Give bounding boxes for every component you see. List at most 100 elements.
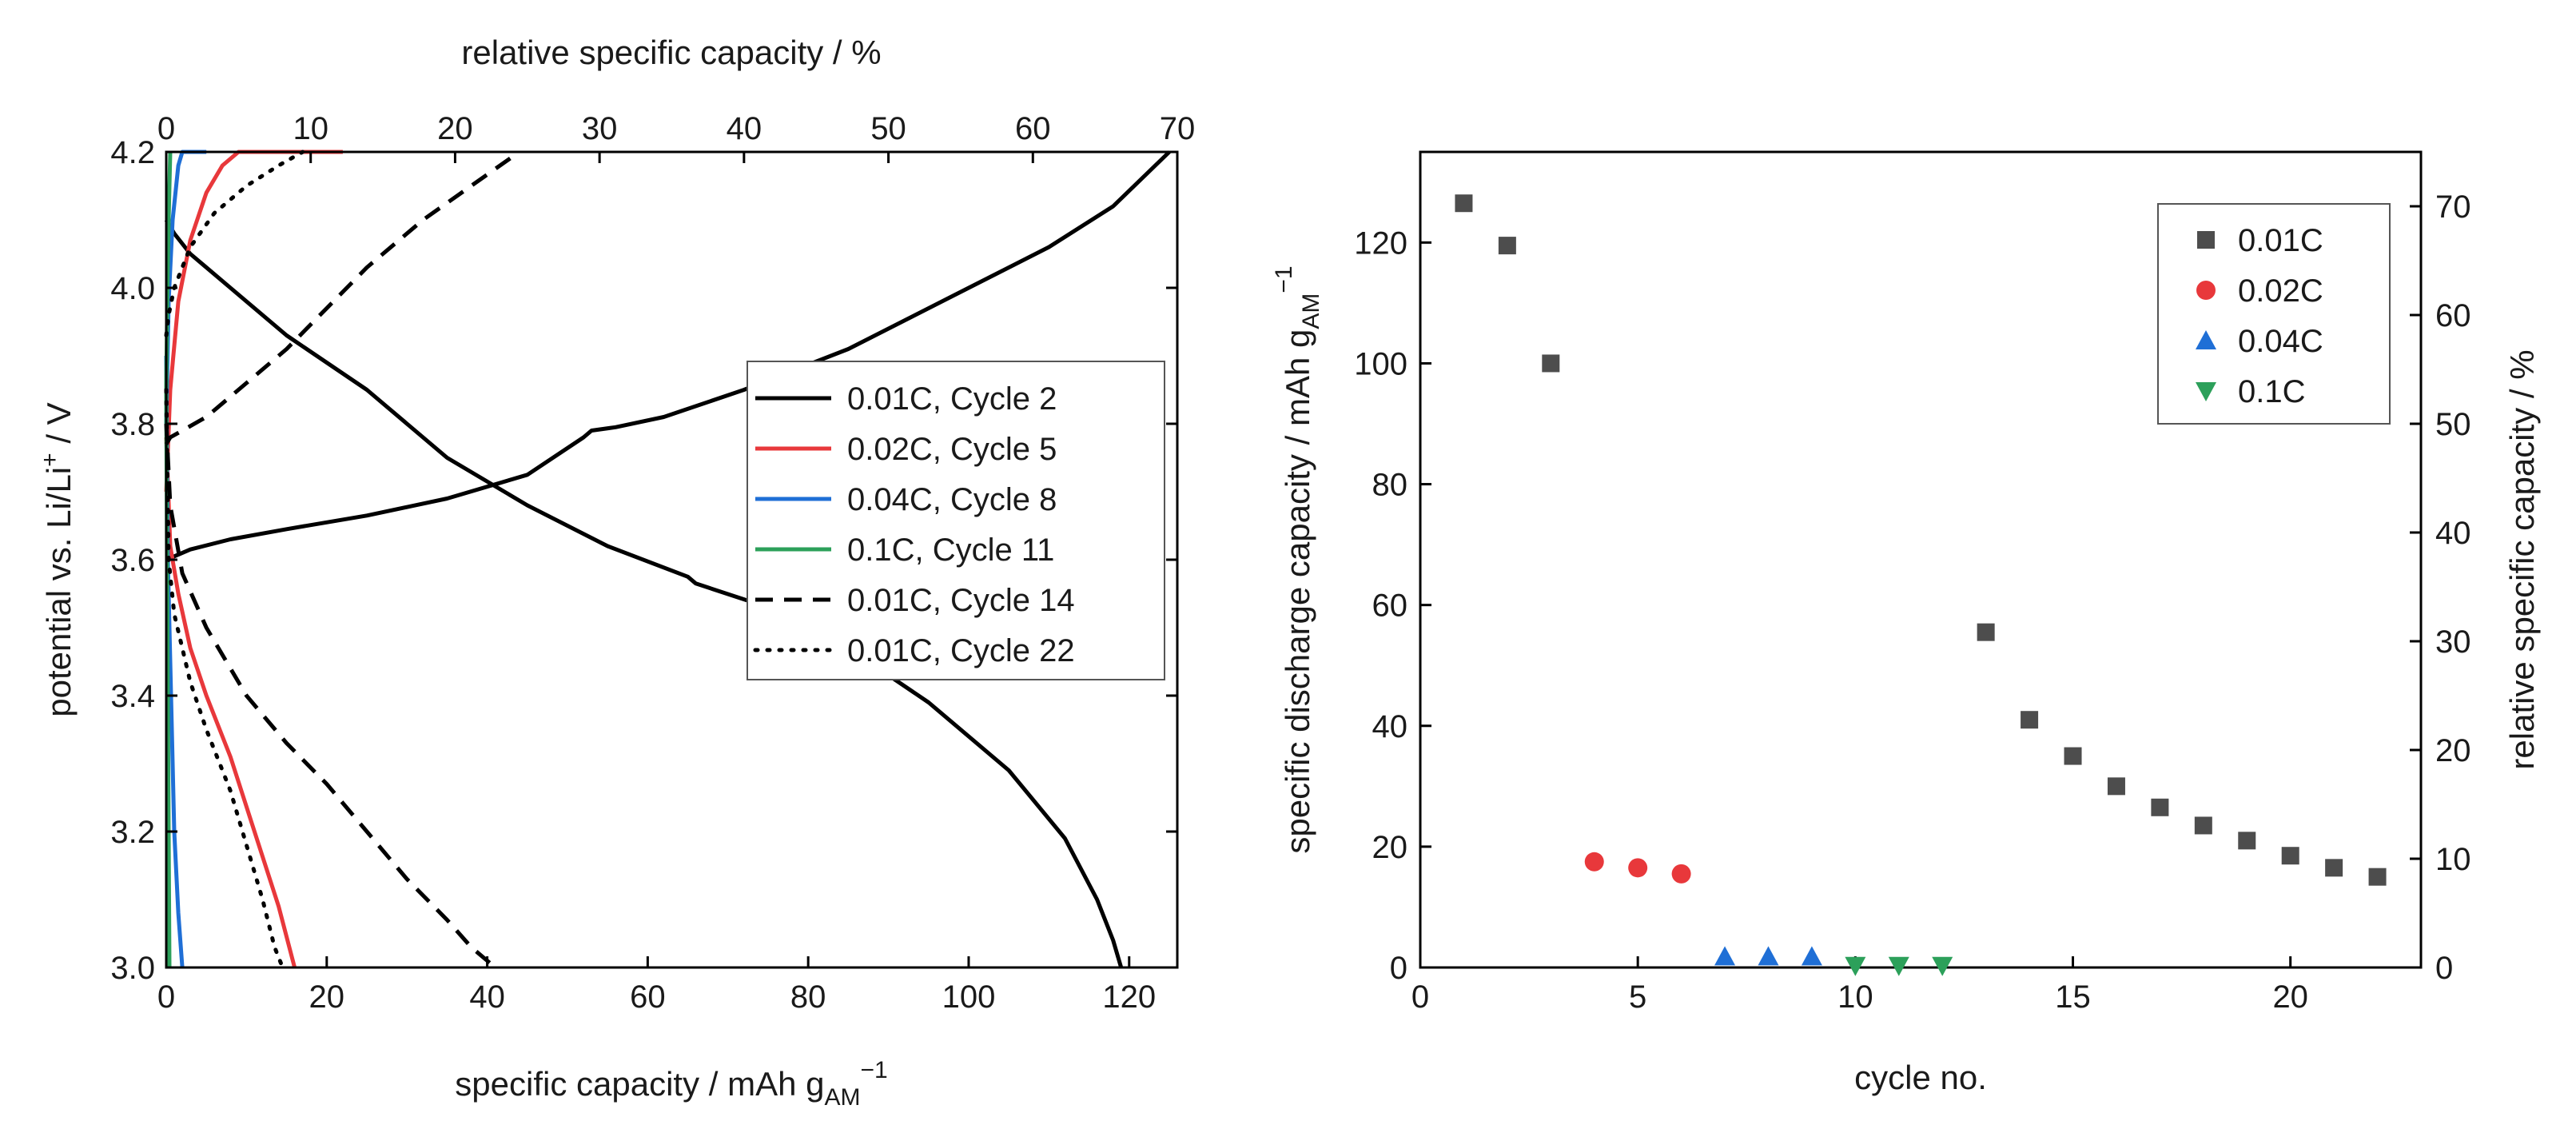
right-x-axis-title: cycle no. [1854,1059,1987,1096]
top-tick-label: 30 [582,111,618,146]
right-y-axis-title: specific discharge capacity / mAh gAM−1 [1271,265,1324,853]
series-0-charge-curve [165,150,1171,562]
data-point-0.01C [2238,832,2256,850]
series-4-charge-curve [164,150,521,445]
data-point-0.04C [1714,946,1736,966]
y2-tick-label: 20 [2435,733,2471,768]
right-x-axis-ticks: 0 5 10 15 20 [1411,956,2308,1015]
x-tick-label: 0 [157,979,175,1015]
left-top-axis-ticks: 0 10 20 30 40 50 60 70 [157,111,1195,163]
x-tick-label: 10 [1837,979,1873,1015]
top-tick-label: 0 [157,111,175,146]
data-point-0.1C [1932,956,1953,976]
left-x-axis-title: specific capacity / mAh gAM−1 [455,1057,887,1111]
right-legend: 0.01C 0.02C 0.04C 0.1C [2157,203,2391,425]
voltage-curves [164,150,1171,970]
legend-entry-label: 0.01C, Cycle 14 [847,583,1075,618]
legend-entry-label: 0.04C [2238,324,2323,359]
legend-entry-label: 0.01C [2238,223,2323,258]
voltage-profile-chart: 0 20 40 60 80 100 120 3.0 3.2 3.4 3.6 3.8 4.0 4.2 0 1… [37,34,1195,1111]
top-tick-label: 40 [727,111,762,146]
y-tick-label: 120 [1354,225,1407,261]
x-tick-label: 120 [1102,979,1156,1015]
legend-entry-label: 0.1C [2238,374,2306,409]
y2-tick-label: 0 [2435,951,2453,986]
right-y-axis-ticks: 0 20 40 60 80 100 120 [1354,225,1431,986]
series-1-discharge-curve [164,437,297,968]
y2-tick-label: 40 [2435,516,2471,551]
y-tick-label: 60 [1372,588,1408,624]
series-5-charge-curve [164,150,305,337]
left-y-axis-ticks: 3.0 3.2 3.4 3.6 3.8 4.0 4.2 [110,135,1177,986]
y-tick-label: 3.0 [110,951,155,986]
legend-marker [2197,231,2215,249]
data-point-0.1C [1888,956,1909,976]
x-tick-label: 40 [469,979,505,1015]
top-tick-label: 60 [1015,111,1051,146]
y2-tick-label: 10 [2435,842,2471,877]
data-point-0.01C [2021,711,2039,729]
data-point-0.04C [1801,946,1822,966]
data-point-0.01C [2151,798,2169,816]
left-legend: 0.01C, Cycle 2 0.02C, Cycle 5 0.04C, Cycle… [747,361,1165,680]
data-point-0.01C [1542,354,1560,373]
y-tick-label: 3.2 [110,815,155,850]
right-plot-frame [1419,150,2423,969]
data-point-0.01C [2194,816,2212,835]
legend-entry-label: 0.01C, Cycle 2 [847,381,1057,417]
data-point-0.01C [1498,237,1516,255]
y-tick-label: 0 [1390,951,1407,986]
legend-entry-label: 0.1C, Cycle 11 [847,533,1054,568]
data-point-0.02C [1584,852,1604,872]
cycling-capacity-chart: 0 5 10 15 20 0 20 40 60 80 100 120 0 10 20 30 40 50 60 70… [1271,150,2541,1096]
data-point-0.1C [1845,956,1866,976]
x-tick-label: 15 [2055,979,2091,1015]
legend-marker [2196,281,2216,300]
data-point-0.01C [2325,859,2343,877]
legend-entry-label: 0.04C, Cycle 8 [847,482,1057,517]
y-tick-label: 100 [1354,346,1407,381]
y-tick-label: 80 [1372,468,1408,503]
series-4-discharge-curve [164,423,497,969]
y2-tick-label: 60 [2435,298,2471,333]
x-tick-label: 80 [790,979,826,1015]
right-secondary-y-axis-ticks: 0 10 20 30 40 50 60 70 [2410,189,2471,986]
legend-marker [2196,330,2216,349]
legend-marker [2196,382,2216,401]
y-tick-label: 3.8 [110,407,155,442]
series-5-discharge-curve [164,388,285,970]
top-tick-label: 10 [293,111,328,146]
legend-entry-label: 0.02C [2238,273,2323,309]
x-tick-label: 20 [2272,979,2308,1015]
y-tick-label: 40 [1372,709,1408,744]
y-tick-label: 4.2 [110,135,155,170]
top-tick-label: 70 [1160,111,1196,146]
data-point-0.01C [2281,847,2299,865]
data-point-0.02C [1671,864,1691,884]
x-tick-label: 20 [309,979,345,1015]
data-point-0.01C [2064,747,2082,765]
y2-tick-label: 70 [2435,189,2471,225]
left-y-axis-title: potential vs. Li/Li+ / V [37,402,78,716]
top-tick-label: 50 [870,111,906,146]
capacity-points [1455,194,2387,976]
data-point-0.01C [2368,868,2387,886]
left-x-axis-ticks: 0 20 40 60 80 100 120 [157,956,1156,1015]
legend-entry-label: 0.01C, Cycle 22 [847,633,1075,668]
series-1-charge-curve [164,150,343,493]
y2-tick-label: 30 [2435,624,2471,660]
x-tick-label: 0 [1411,979,1429,1015]
data-point-0.01C [2107,777,2125,796]
x-tick-label: 5 [1629,979,1646,1015]
legend-entry-label: 0.02C, Cycle 5 [847,432,1057,467]
y-tick-label: 20 [1372,830,1408,865]
right-secondary-y-axis-title: relative specific capacity / % [2503,349,2541,769]
data-point-0.01C [1455,194,1473,213]
y-tick-label: 3.4 [110,679,155,714]
left-top-axis-title: relative specific capacity / % [461,34,881,71]
top-tick-label: 20 [437,111,473,146]
left-legend-box [747,361,1165,680]
data-point-0.04C [1758,946,1779,966]
x-tick-label: 100 [942,979,996,1015]
